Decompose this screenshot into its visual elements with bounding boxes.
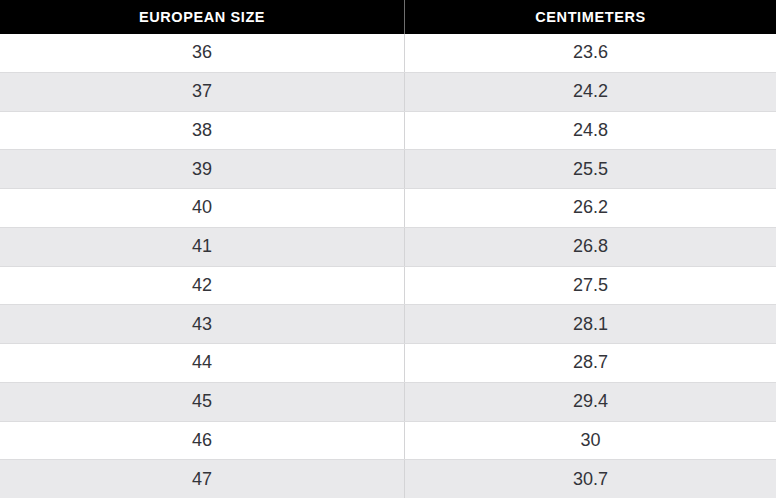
size-cell: 39 [0, 150, 405, 188]
centimeters-cell: 30 [405, 422, 776, 460]
column-header-european-size: EUROPEAN SIZE [0, 0, 405, 34]
table-row: 46 30 [0, 422, 776, 461]
size-cell: 42 [0, 267, 405, 305]
table-row: 44 28.7 [0, 344, 776, 383]
size-cell: 41 [0, 228, 405, 266]
centimeters-cell: 26.8 [405, 228, 776, 266]
centimeters-cell: 28.1 [405, 305, 776, 343]
table-row: 43 28.1 [0, 305, 776, 344]
table-row: 41 26.8 [0, 228, 776, 267]
centimeters-cell: 27.5 [405, 267, 776, 305]
size-cell: 43 [0, 305, 405, 343]
table-row: 40 26.2 [0, 189, 776, 228]
size-cell: 40 [0, 189, 405, 227]
column-header-centimeters: CENTIMETERS [405, 0, 776, 34]
centimeters-cell: 25.5 [405, 150, 776, 188]
size-cell: 37 [0, 73, 405, 111]
centimeters-cell: 29.4 [405, 383, 776, 421]
size-cell: 44 [0, 344, 405, 382]
table-row: 36 23.6 [0, 34, 776, 73]
centimeters-cell: 26.2 [405, 189, 776, 227]
centimeters-cell: 24.8 [405, 112, 776, 150]
size-cell: 36 [0, 34, 405, 72]
centimeters-cell: 24.2 [405, 73, 776, 111]
size-cell: 45 [0, 383, 405, 421]
size-cell: 47 [0, 460, 405, 498]
table-row: 47 30.7 [0, 460, 776, 498]
size-cell: 46 [0, 422, 405, 460]
table-body: 36 23.6 37 24.2 38 24.8 39 25.5 40 26.2 … [0, 34, 776, 498]
size-cell: 38 [0, 112, 405, 150]
table-row: 38 24.8 [0, 112, 776, 151]
centimeters-cell: 23.6 [405, 34, 776, 72]
centimeters-cell: 30.7 [405, 460, 776, 498]
table-row: 39 25.5 [0, 150, 776, 189]
centimeters-cell: 28.7 [405, 344, 776, 382]
table-row: 45 29.4 [0, 383, 776, 422]
table-row: 37 24.2 [0, 73, 776, 112]
table-row: 42 27.5 [0, 267, 776, 306]
shoe-size-conversion-table: EUROPEAN SIZE CENTIMETERS 36 23.6 37 24.… [0, 0, 776, 498]
table-header-row: EUROPEAN SIZE CENTIMETERS [0, 0, 776, 34]
